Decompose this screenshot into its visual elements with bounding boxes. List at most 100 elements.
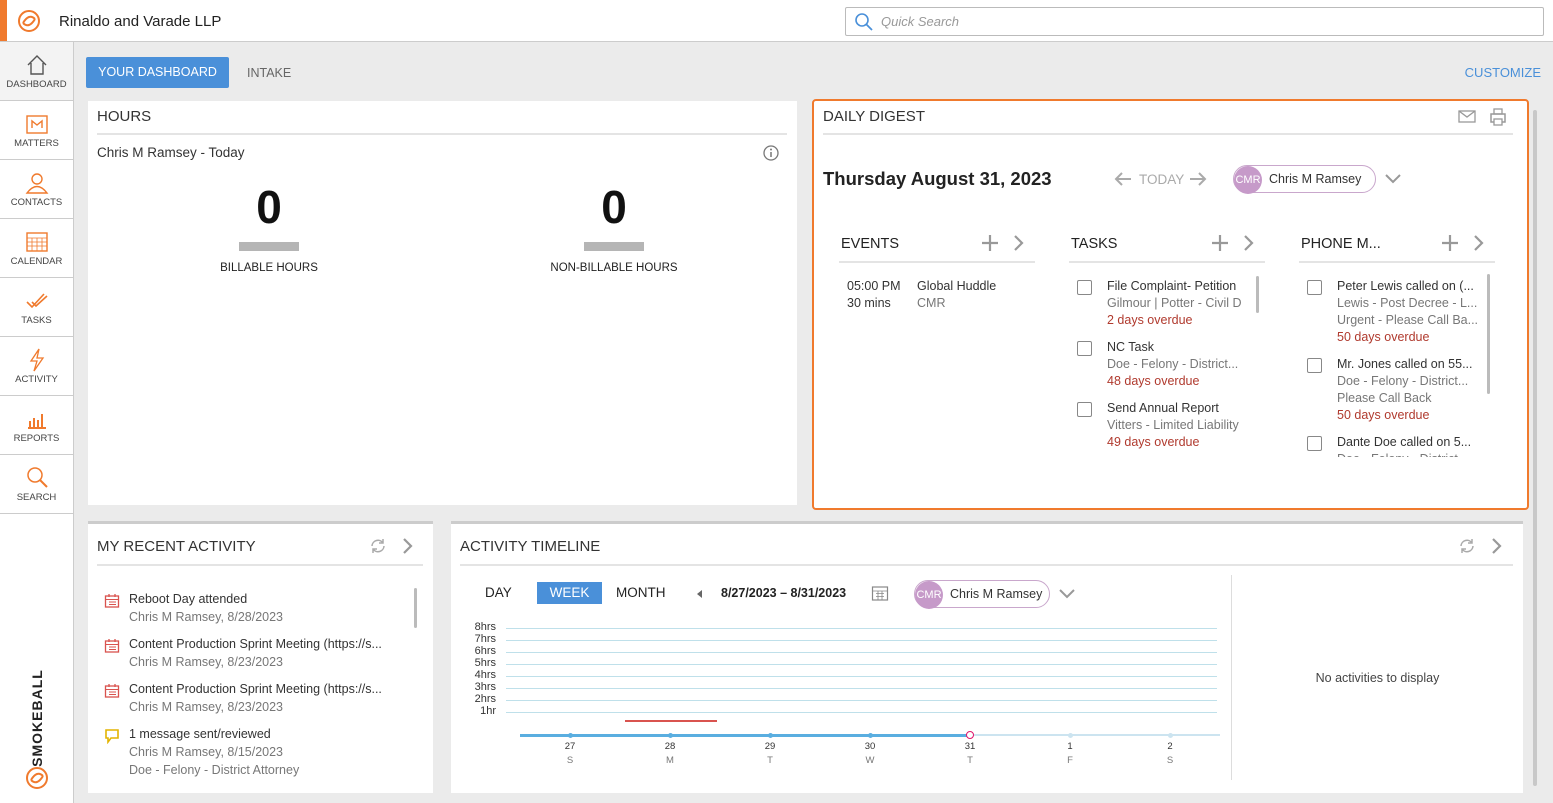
column-actions-svg bbox=[982, 235, 1024, 251]
nav-icon-svg bbox=[26, 232, 48, 252]
view-tab[interactable]: DAY bbox=[485, 585, 512, 600]
nav-item[interactable] bbox=[0, 42, 73, 101]
info-icon[interactable] bbox=[762, 144, 780, 162]
prev-range[interactable] bbox=[695, 588, 705, 600]
nav-item[interactable] bbox=[0, 219, 73, 278]
today-button[interactable]: TODAY bbox=[1139, 172, 1185, 187]
nav-icon-svg bbox=[27, 55, 47, 75]
activity-title: Content Production Sprint Meeting (https… bbox=[129, 682, 382, 696]
user-pill[interactable]: CMR Chris M Ramsey bbox=[1233, 165, 1376, 194]
item-line: Doe - Felony - District... bbox=[1337, 374, 1469, 388]
nav-label: CONTACTS bbox=[10, 197, 63, 208]
item-line: Gilmour | Potter - Civil D bbox=[1107, 296, 1242, 310]
divider bbox=[823, 133, 1513, 135]
nav-item[interactable] bbox=[0, 396, 73, 455]
activity-line: Chris M Ramsey, 8/23/2023 bbox=[129, 655, 283, 669]
activity-icon-svg bbox=[104, 594, 120, 608]
item-due: 48 days overdue bbox=[1107, 374, 1200, 388]
calendar-icon[interactable] bbox=[871, 584, 889, 602]
firm-name: Rinaldo and Varade LLP bbox=[59, 13, 222, 30]
timeline-panel bbox=[451, 521, 1523, 793]
nav-label: MATTERS bbox=[14, 138, 59, 149]
digest-date: Thursday August 31, 2023 bbox=[823, 168, 1052, 189]
column-actions[interactable] bbox=[981, 234, 1027, 252]
nav-icon-svg bbox=[29, 348, 45, 372]
column-actions[interactable] bbox=[1211, 234, 1257, 252]
day-dow: F bbox=[1067, 755, 1073, 766]
checkbox[interactable] bbox=[1307, 280, 1322, 295]
nav-icon bbox=[24, 52, 50, 78]
dropdown[interactable] bbox=[1383, 172, 1403, 186]
day-dot bbox=[567, 732, 573, 738]
search-box[interactable]: Quick Search bbox=[845, 7, 1544, 36]
hours-label: NON-BILLABLE HOURS bbox=[550, 262, 678, 274]
nav-label: CALENDAR bbox=[10, 256, 63, 267]
divider bbox=[460, 564, 1513, 566]
user-pill[interactable]: CMR Chris M Ramsey bbox=[914, 580, 1050, 609]
accent bbox=[0, 0, 7, 41]
nav-item[interactable] bbox=[0, 337, 73, 396]
checkbox[interactable] bbox=[1307, 358, 1322, 373]
checkbox[interactable] bbox=[1307, 436, 1322, 451]
view-tab[interactable]: WEEK bbox=[537, 582, 602, 604]
divider bbox=[97, 133, 787, 135]
column-actions-svg bbox=[1212, 235, 1254, 251]
nav-item[interactable] bbox=[0, 455, 73, 514]
nav-label: ACTIVITY bbox=[15, 374, 58, 385]
item-due: 49 days overdue bbox=[1107, 435, 1200, 449]
checkbox[interactable] bbox=[1077, 280, 1092, 295]
item-line: Doe - Felony - District bbox=[1337, 452, 1458, 457]
date-range: 8/27/2023 – 8/31/2023 bbox=[721, 586, 847, 600]
y-tick-label: 3hrs bbox=[474, 681, 496, 693]
nav-icon-svg bbox=[26, 293, 48, 309]
nav-item[interactable] bbox=[0, 101, 73, 160]
nav-icon bbox=[24, 288, 50, 314]
brand-logo bbox=[26, 767, 48, 789]
item-line: Vitters - Limited Liability bbox=[1107, 418, 1239, 432]
timeline-actions[interactable] bbox=[1457, 537, 1507, 555]
event-title: Global Huddle bbox=[917, 279, 997, 293]
panel-title: ACTIVITY TIMELINE bbox=[460, 538, 601, 555]
column-rule bbox=[839, 261, 1035, 263]
item-title: Send Annual Report bbox=[1107, 401, 1219, 415]
scrollbar bbox=[1487, 274, 1490, 394]
prev-day[interactable] bbox=[1112, 170, 1134, 188]
view-tab[interactable]: MONTH bbox=[616, 585, 666, 600]
checkbox[interactable] bbox=[1077, 402, 1092, 417]
column-title: PHONE M... bbox=[1301, 236, 1381, 252]
tab-active[interactable]: YOUR DASHBOARD bbox=[86, 57, 229, 88]
hours-label: BILLABLE HOURS bbox=[220, 262, 318, 274]
tab[interactable]: INTAKE bbox=[247, 66, 292, 80]
panel-title: MY RECENT ACTIVITY bbox=[97, 538, 256, 555]
checkbox[interactable] bbox=[1077, 341, 1092, 356]
column-actions[interactable] bbox=[1441, 234, 1487, 252]
digest-panel bbox=[812, 99, 1529, 510]
activity-icon-svg bbox=[104, 639, 120, 653]
nav-label: DASHBOARD bbox=[6, 79, 67, 90]
page-scrollbar bbox=[1533, 110, 1537, 786]
day-track-active bbox=[520, 734, 970, 737]
day-date: 31 bbox=[964, 741, 976, 752]
day-dow: W bbox=[865, 755, 875, 766]
digest-actions[interactable] bbox=[1458, 108, 1508, 126]
user-name: Chris M Ramsey bbox=[950, 587, 1043, 601]
grid-line bbox=[506, 640, 1217, 641]
nav-label: REPORTS bbox=[13, 433, 60, 444]
column-title: TASKS bbox=[1071, 236, 1118, 252]
customize-link[interactable]: CUSTOMIZE bbox=[1464, 65, 1541, 80]
nav-item[interactable] bbox=[0, 278, 73, 337]
item-due: 2 days overdue bbox=[1107, 313, 1193, 327]
recent-actions[interactable] bbox=[368, 537, 418, 555]
activity-title: 1 message sent/reviewed bbox=[129, 727, 271, 741]
scrollbar bbox=[414, 588, 417, 628]
y-tick-label: 1hr bbox=[480, 705, 496, 717]
dropdown[interactable] bbox=[1057, 587, 1077, 601]
nav-item[interactable] bbox=[0, 160, 73, 219]
grid-line bbox=[506, 712, 1217, 713]
day-date: 1 bbox=[1067, 741, 1073, 752]
item-title: Peter Lewis called on (... bbox=[1337, 279, 1474, 293]
next-day[interactable] bbox=[1187, 170, 1209, 188]
grid-line bbox=[506, 688, 1217, 689]
day-date: 29 bbox=[764, 741, 776, 752]
